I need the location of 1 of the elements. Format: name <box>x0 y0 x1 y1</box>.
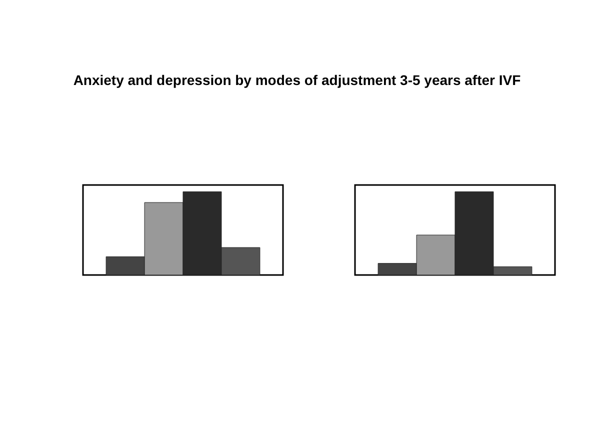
chart-title: Anxiety and depression by modes of adjustment 3-5 years after IVF <box>72 72 522 88</box>
